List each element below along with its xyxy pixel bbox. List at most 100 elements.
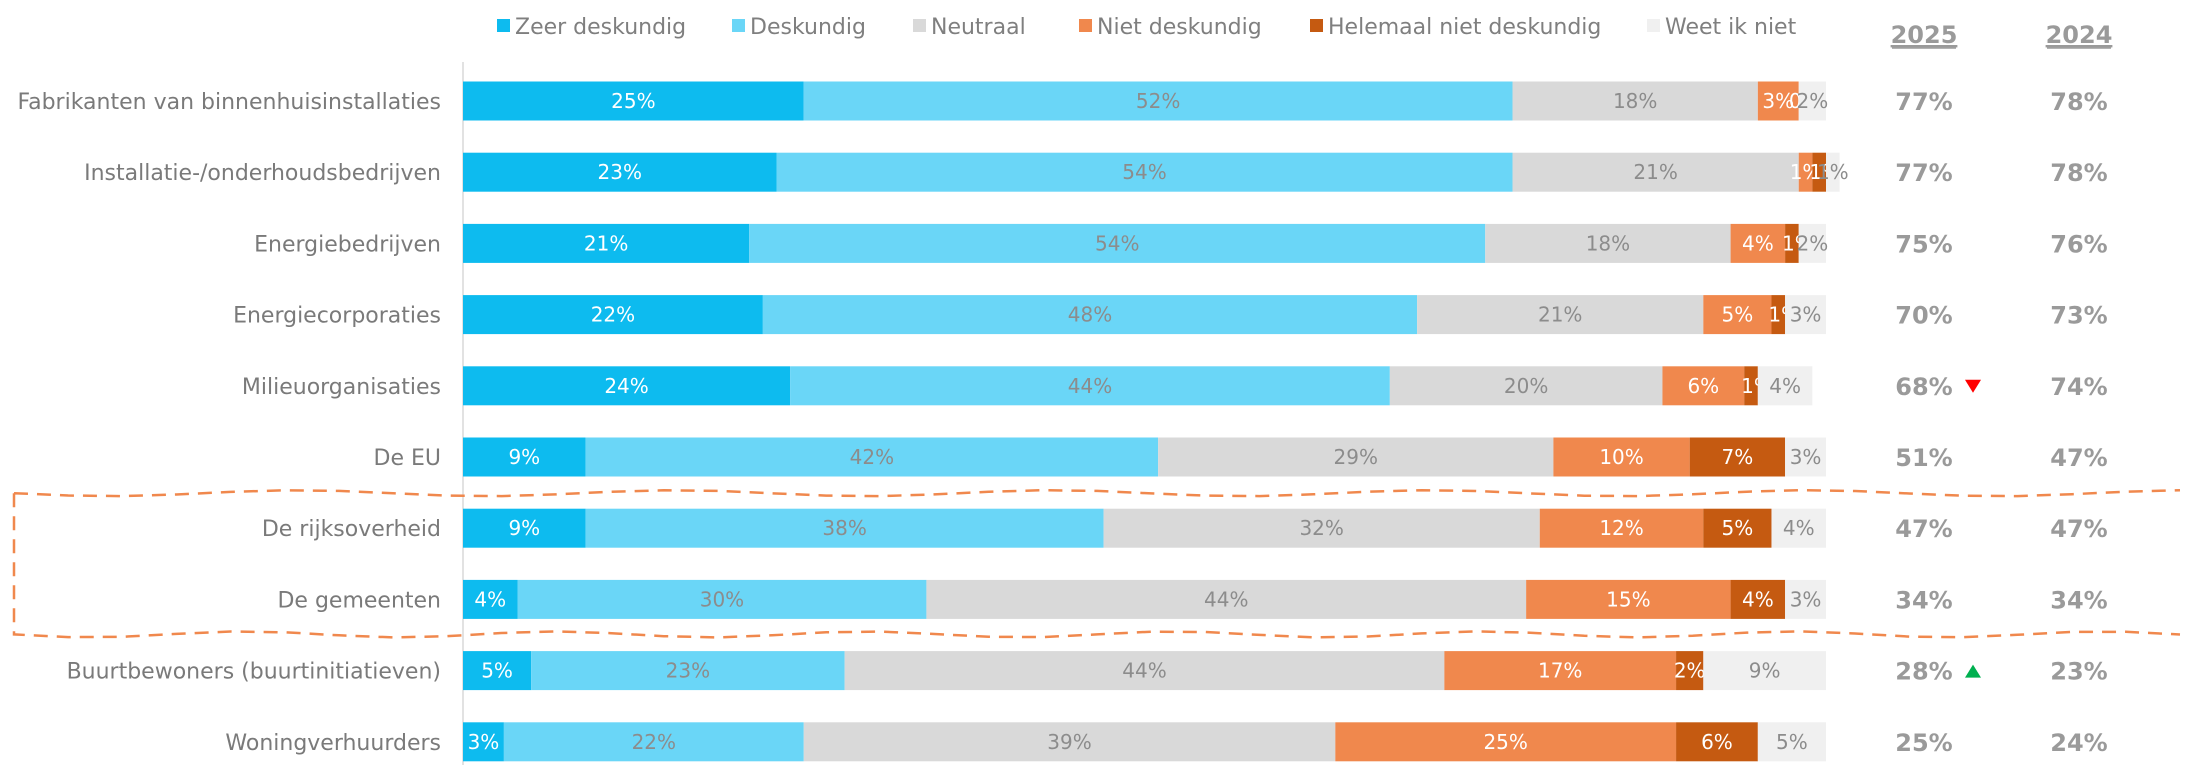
bar-label-zeer-deskundig: 4% <box>474 587 506 611</box>
total-2024: 47% <box>2050 515 2107 543</box>
bar-label-deskundig: 54% <box>1122 160 1166 184</box>
bar-segment-weet-ik-niet <box>1785 579 1826 619</box>
legend-swatch-helemaal-niet-deskundig <box>1310 19 1323 32</box>
bar-label-neutraal: 29% <box>1334 445 1378 469</box>
bar-label-helemaal-niet-deskundig: 6% <box>1701 730 1733 754</box>
bar-segment-niet-deskundig <box>1444 651 1677 691</box>
total-2025: 77% <box>1895 159 1952 187</box>
bar-segment-helemaal-niet-deskundig <box>1689 437 1786 477</box>
total-2024: 78% <box>2050 159 2107 187</box>
bar-label-weet-ik-niet: 9% <box>1749 659 1781 683</box>
highlight-box <box>12 488 2181 639</box>
bar-label-zeer-deskundig: 9% <box>508 445 540 469</box>
bar-label-weet-ik-niet: 3% <box>1790 587 1822 611</box>
bar-segment-neutraal <box>844 651 1445 691</box>
category-label: Woningverhuurders <box>225 731 441 756</box>
bar-label-weet-ik-niet: 4% <box>1783 516 1815 540</box>
total-2024: 34% <box>2050 586 2107 614</box>
bar-segment-zeer-deskundig <box>463 295 763 335</box>
bar-segment-weet-ik-niet <box>1826 152 1840 192</box>
bar-label-deskundig: 42% <box>850 445 894 469</box>
bar-label-deskundig: 48% <box>1068 303 1112 327</box>
year-headers: 2025 2024 <box>1891 21 2113 49</box>
total-2025: 34% <box>1895 586 1952 614</box>
total-2024: 73% <box>2050 302 2107 330</box>
bar-segment-weet-ik-niet <box>1798 81 1826 121</box>
bar-segment-deskundig <box>762 295 1418 335</box>
legend: Zeer deskundig Deskundig Neutraal Niet desk… <box>497 15 1797 40</box>
total-2024: 78% <box>2050 88 2107 116</box>
bar-label-niet-deskundig: 25% <box>1483 730 1527 754</box>
bar-label-deskundig: 23% <box>666 659 710 683</box>
bars: 25%52%18%3%0%2%23%54%21%1%1%1%21%54%18%4… <box>463 81 1849 762</box>
bar-segment-deskundig <box>803 81 1513 121</box>
bar-label-niet-deskundig: 12% <box>1599 516 1643 540</box>
bar-label-helemaal-niet-deskundig: 4% <box>1742 587 1774 611</box>
category-label: Buurtbewoners (buurtinitiatieven) <box>67 660 441 685</box>
category-label: De rijksoverheid <box>262 517 441 542</box>
legend-swatch-deskundig <box>732 19 745 32</box>
bar-label-niet-deskundig: 10% <box>1599 445 1643 469</box>
total-2025: 77% <box>1895 88 1952 116</box>
total-2025: 28% <box>1895 658 1952 686</box>
bar-segment-zeer-deskundig <box>463 81 804 121</box>
bar-label-neutraal: 21% <box>1538 303 1582 327</box>
bar-segment-helemaal-niet-deskundig <box>1785 223 1799 263</box>
year-header-2024: 2024 <box>2046 21 2113 49</box>
legend-label-zeer-deskundig: Zeer deskundig <box>515 15 686 40</box>
legend-swatch-niet-deskundig <box>1079 19 1092 32</box>
bar-label-helemaal-niet-deskundig: 5% <box>1722 516 1754 540</box>
bar-segment-weet-ik-niet <box>1703 651 1826 691</box>
bar-label-neutraal: 32% <box>1299 516 1343 540</box>
legend-label-neutraal: Neutraal <box>931 15 1026 40</box>
bar-label-weet-ik-niet: 3% <box>1790 445 1822 469</box>
bar-segment-deskundig <box>749 223 1486 263</box>
bar-segment-weet-ik-niet <box>1798 223 1826 263</box>
legend-swatch-zeer-deskundig <box>497 19 510 32</box>
bar-segment-neutraal <box>1417 295 1704 335</box>
bar-segment-deskundig <box>585 508 1104 548</box>
bar-label-deskundig: 52% <box>1136 89 1180 113</box>
bar-label-niet-deskundig: 3% <box>1762 89 1794 113</box>
bar-segment-zeer-deskundig <box>463 223 750 263</box>
bar-segment-zeer-deskundig <box>463 722 504 762</box>
total-2025: 47% <box>1895 515 1952 543</box>
bar-label-zeer-deskundig: 24% <box>604 374 648 398</box>
bar-segment-helemaal-niet-deskundig <box>1676 651 1704 691</box>
bar-label-niet-deskundig: 15% <box>1606 587 1650 611</box>
bar-label-weet-ik-niet: 4% <box>1769 374 1801 398</box>
bar-segment-helemaal-niet-deskundig <box>1771 295 1786 335</box>
bar-segment-niet-deskundig <box>1798 152 1813 192</box>
bar-segment-niet-deskundig <box>1335 722 1677 762</box>
bar-segment-helemaal-niet-deskundig <box>1730 579 1786 619</box>
bar-segment-helemaal-niet-deskundig <box>1703 508 1772 548</box>
bar-segment-niet-deskundig <box>1553 437 1690 477</box>
bar-segment-weet-ik-niet <box>1785 295 1826 335</box>
total-2025: 68% <box>1895 373 1952 401</box>
bar-label-neutraal: 18% <box>1586 231 1630 255</box>
bar-segment-helemaal-niet-deskundig <box>1812 152 1826 192</box>
total-2024: 76% <box>2050 230 2107 258</box>
category-label: Installatie-/onderhoudsbedrijven <box>84 161 441 186</box>
category-label: De EU <box>374 446 441 471</box>
bar-segment-weet-ik-niet <box>1785 437 1826 477</box>
bar-label-neutraal: 21% <box>1633 160 1677 184</box>
bar-segment-neutraal <box>1512 81 1758 121</box>
bar-segment-niet-deskundig <box>1526 579 1731 619</box>
bar-segment-deskundig <box>790 366 1390 406</box>
category-label: Energiebedrijven <box>254 232 441 257</box>
bar-segment-neutraal <box>1158 437 1554 477</box>
legend-swatch-weet-ik-niet <box>1647 19 1660 32</box>
total-2025: 75% <box>1895 230 1952 258</box>
bar-label-neutraal: 44% <box>1204 587 1248 611</box>
bar-segment-helemaal-niet-deskundig <box>1676 722 1758 762</box>
total-2024: 24% <box>2050 729 2107 757</box>
bar-label-niet-deskundig: 4% <box>1742 231 1774 255</box>
bar-label-weet-ik-niet: 5% <box>1776 730 1808 754</box>
bar-segment-neutraal <box>803 722 1336 762</box>
category-label: De gemeenten <box>277 588 441 613</box>
trend-up-icon <box>1965 664 1981 678</box>
bar-segment-niet-deskundig <box>1703 295 1772 335</box>
bar-label-neutraal: 20% <box>1504 374 1548 398</box>
bar-segment-zeer-deskundig <box>463 152 777 192</box>
